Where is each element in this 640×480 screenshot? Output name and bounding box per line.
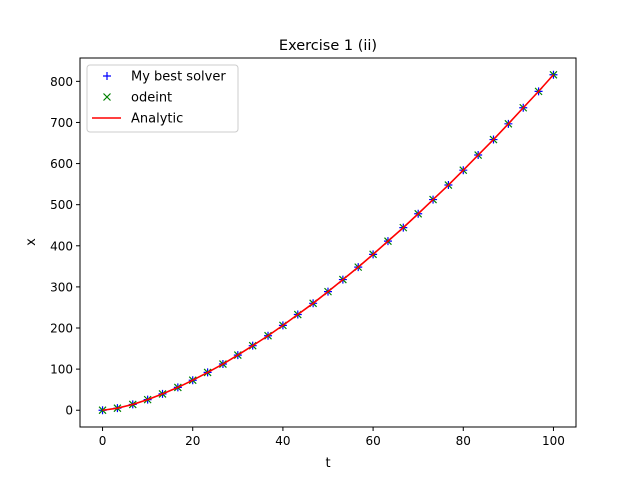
legend-label: odeint (131, 91, 172, 106)
y-tick-label: 100 (50, 363, 73, 377)
legend-label: Analytic (131, 112, 183, 127)
x-tick-label: 100 (542, 434, 565, 448)
y-tick-label: 300 (50, 280, 73, 294)
legend: My best solver odeint Analytic (86, 64, 239, 133)
y-tick-label: 600 (50, 157, 73, 171)
legend-marker-plus (103, 72, 111, 80)
x-tick-label: 60 (365, 434, 380, 448)
chart-title: Exercise 1 (ii) (279, 38, 377, 54)
y-tick-label: 200 (50, 322, 73, 336)
legend-box (86, 64, 239, 133)
y-tick-label: 800 (50, 75, 73, 89)
y-tick-label: 700 (50, 116, 73, 130)
legend-marker-x (103, 93, 111, 101)
y-tick-label: 400 (50, 239, 73, 253)
y-tick-label: 0 (65, 404, 73, 418)
x-tick-label: 40 (275, 434, 290, 448)
analytic-line (102, 74, 555, 412)
data-point (98, 406, 107, 415)
y-axis-label: x (24, 238, 39, 246)
x-tick-label: 80 (456, 434, 471, 448)
axes-frame (79, 57, 577, 428)
x-axis-label: t (325, 456, 330, 471)
legend-label: My best solver (131, 70, 226, 85)
y-tick-label: 500 (50, 198, 73, 212)
series-analytic (102, 74, 555, 412)
x-tick-label: 0 (99, 434, 107, 448)
x-tick-label: 20 (185, 434, 200, 448)
